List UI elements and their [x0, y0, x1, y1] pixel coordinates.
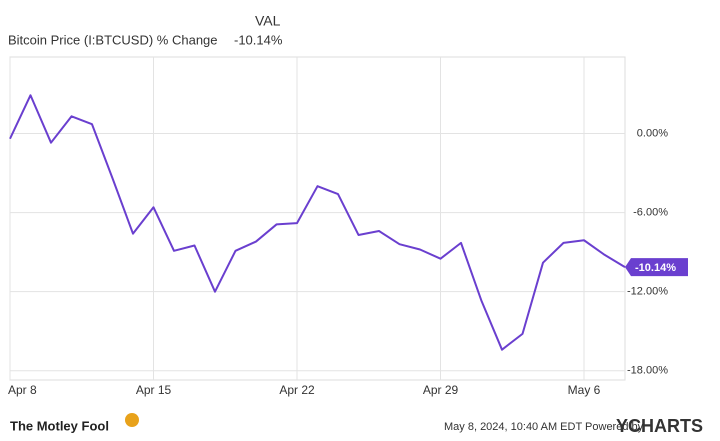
- legend-name: Bitcoin Price (I:BTCUSD) % Change: [8, 32, 218, 47]
- end-tag: [625, 258, 688, 277]
- x-tick-label: May 6: [568, 383, 601, 397]
- x-tick-label: Apr 22: [279, 383, 315, 397]
- line: [9, 94, 626, 351]
- y-tick-label: -18.00%: [627, 365, 668, 377]
- provider: YCHARTS: [616, 416, 703, 436]
- brand: The Motley Fool: [10, 418, 109, 433]
- y-tick-label: -6.00%: [633, 206, 668, 218]
- timestamp: May 8, 2024, 10:40 AM EDT Powered by: [444, 421, 644, 433]
- footer: The Motley Fool May 8, 2024, 10:40 AM ED…: [10, 413, 703, 436]
- legend-value: -10.14%: [234, 32, 283, 47]
- logo-icon: [125, 413, 139, 427]
- x-tick-label: Apr 29: [423, 383, 459, 397]
- plot-frame: [9, 56, 626, 381]
- legend-header: VAL: [255, 13, 281, 29]
- end-label: -10.14%: [635, 262, 676, 274]
- x-tick-label: Apr 8: [8, 383, 37, 397]
- y-tick-label: 0.00%: [637, 127, 668, 139]
- x-tick-label: Apr 15: [136, 383, 172, 397]
- y-tick-label: -12.00%: [627, 286, 668, 298]
